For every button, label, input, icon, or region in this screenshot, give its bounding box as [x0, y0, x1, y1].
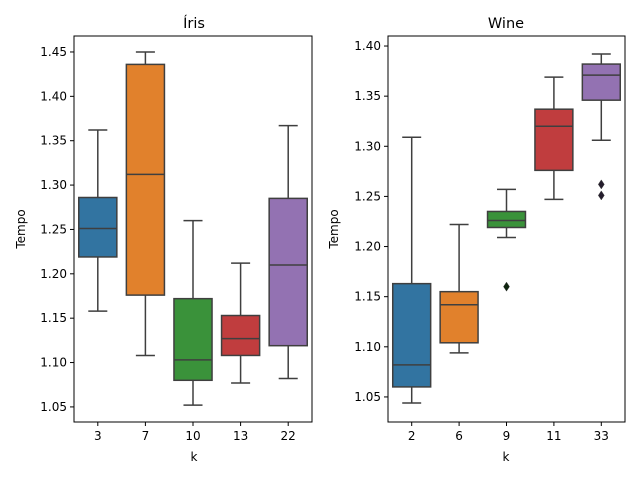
iris-y-tick-label: 1.15: [40, 311, 67, 325]
wine-box-k-9: [486, 188, 527, 292]
iqr-box: [173, 297, 213, 382]
iris-x-tick-label: 3: [94, 429, 102, 443]
wine-y-tick-label: 1.35: [354, 89, 381, 103]
wine-y-tick-label: 1.30: [354, 139, 381, 153]
iris-box-k-10: [173, 219, 213, 406]
wine-box-k-6: [439, 223, 479, 354]
iris-x-tick-label: 22: [281, 429, 296, 443]
iris-y-tick-label: 1.05: [40, 400, 67, 414]
iqr-box: [220, 314, 261, 357]
iris-y-tick-label: 1.45: [40, 45, 67, 59]
iqr-box: [486, 210, 527, 229]
wine-y-axis-label: Tempo: [327, 209, 341, 249]
iris-title: Íris: [183, 15, 205, 32]
wine-y-tick-label: 1.15: [354, 290, 381, 304]
iqr-box: [439, 290, 479, 344]
wine-x-tick-label: 6: [455, 429, 463, 443]
iris-panel: Íris k Tempo 1.05 1.10 1.15 1.20 1.25 1.30 1.3…: [14, 15, 313, 464]
iqr-box: [125, 63, 166, 296]
wine-y-tick-label: 1.40: [354, 39, 381, 53]
outlier-point: [597, 190, 605, 201]
wine-x-tick-label: 33: [594, 429, 609, 443]
iqr-box: [268, 197, 308, 347]
iris-box-k-7: [125, 51, 166, 357]
iris-y-tick-label: 1.10: [40, 356, 67, 370]
iqr-box: [391, 282, 432, 388]
iris-x-tick-label: 7: [142, 429, 150, 443]
iris-box-k-22: [268, 124, 308, 380]
wine-x-tick-label: 11: [546, 429, 561, 443]
iris-x-axis-label: k: [191, 450, 198, 464]
wine-y-tick-label: 1.25: [354, 189, 381, 203]
iris-y-tick-label: 1.40: [40, 89, 67, 103]
outlier-point: [503, 281, 510, 292]
iris-y-tick-label: 1.30: [40, 178, 67, 192]
wine-y-tick-label: 1.10: [354, 340, 381, 354]
iris-y-tick-label: 1.20: [40, 267, 67, 281]
wine-box-k-2: [391, 136, 432, 404]
iqr-box: [78, 196, 118, 258]
wine-panel: Wine k Tempo 1.05 1.10 1.15 1.20 1.25 1.30 1.3…: [327, 16, 626, 464]
wine-axes-frame: [387, 35, 626, 423]
wine-x-tick-label: 9: [503, 429, 511, 443]
iqr-box: [581, 63, 622, 101]
wine-box-k-33: [581, 53, 622, 201]
wine-y-tick-label: 1.05: [354, 390, 381, 404]
iqr-box: [534, 108, 574, 172]
iris-y-tick-label: 1.25: [40, 222, 67, 236]
iris-y-tick-label: 1.35: [40, 134, 67, 148]
iris-y-axis-label: Tempo: [14, 209, 28, 249]
outlier-point: [597, 179, 605, 190]
iris-box-k-13: [220, 262, 261, 384]
wine-box-k-11: [534, 76, 574, 201]
wine-y-tick-label: 1.20: [354, 240, 381, 254]
iris-box-k-3: [78, 129, 118, 312]
wine-title: Wine: [488, 16, 524, 32]
iris-axes-frame: [73, 35, 313, 423]
iris-x-tick-label: 13: [233, 429, 248, 443]
wine-x-axis-label: k: [503, 450, 510, 464]
wine-x-tick-label: 2: [408, 429, 416, 443]
iris-x-tick-label: 10: [185, 429, 200, 443]
